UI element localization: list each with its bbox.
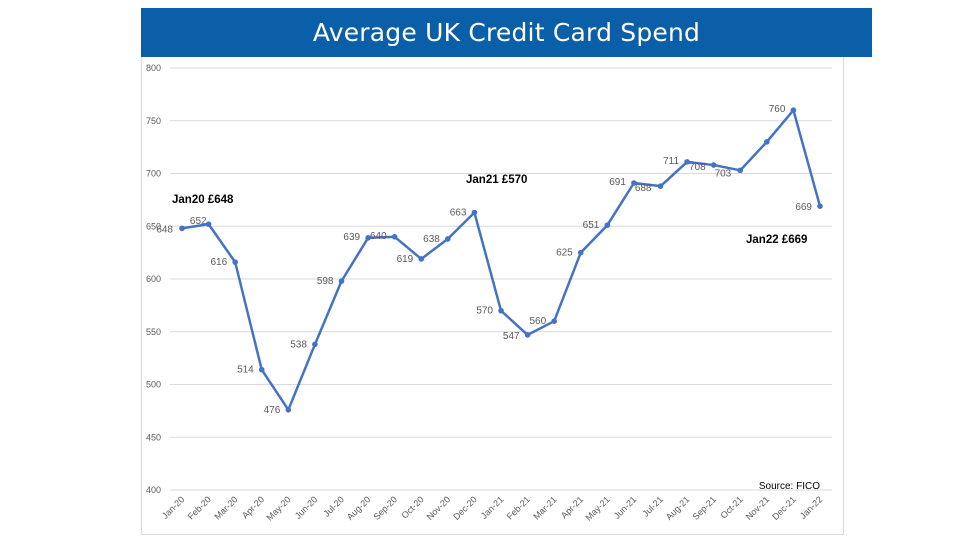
data-label: 639 [343, 232, 360, 243]
data-label: 691 [609, 177, 626, 188]
data-point [817, 203, 823, 210]
x-tick-label: Jul-20 [322, 494, 346, 518]
data-label: 598 [317, 276, 334, 287]
data-label: 570 [476, 306, 493, 317]
x-tick-label: Jan-20 [160, 494, 187, 521]
data-point [205, 221, 212, 227]
data-point [764, 139, 770, 145]
data-label: 652 [190, 216, 207, 227]
data-label: 663 [450, 208, 467, 219]
series-line [181, 108, 822, 412]
x-tick-label: Mar-20 [212, 494, 239, 521]
y-tick-label: 600 [146, 274, 161, 284]
x-tick-label: Jan-22 [798, 494, 825, 521]
data-point [551, 318, 557, 325]
data-point [737, 167, 744, 174]
chart-title: Average UK Credit Card Spend [141, 8, 872, 57]
x-tick-label: Mar-21 [531, 494, 558, 521]
annotation: Jan20 £648 [172, 194, 234, 206]
data-point [631, 180, 637, 186]
x-tick-label: May-20 [264, 494, 292, 522]
data-point [577, 249, 584, 256]
x-tick-label: Sep-20 [371, 494, 399, 522]
data-point [657, 183, 664, 189]
data-label: 625 [556, 248, 573, 259]
x-tick-label: Dec-20 [451, 494, 479, 522]
y-tick-label: 700 [146, 169, 161, 179]
data-point [604, 222, 611, 228]
x-tick-label: Sep-21 [690, 494, 718, 522]
data-point [285, 407, 292, 413]
x-tick-label: Jan-21 [479, 494, 506, 521]
data-label: 547 [503, 331, 520, 342]
x-tick-label: Jun-20 [293, 494, 320, 521]
y-tick-label: 800 [146, 63, 161, 73]
y-tick-label: 450 [146, 432, 161, 442]
data-label: 476 [264, 405, 281, 416]
annotation: Jan21 £570 [466, 174, 527, 186]
x-tick-label: Nov-21 [744, 494, 772, 522]
data-point [710, 162, 717, 168]
data-label: 760 [769, 104, 786, 115]
data-label: 669 [795, 202, 812, 213]
x-tick-label: Aug-21 [664, 494, 692, 522]
data-label: 638 [423, 234, 440, 245]
x-tick-label: Nov-20 [425, 494, 453, 522]
data-label: 514 [237, 365, 254, 376]
x-tick-label: Dec-21 [770, 494, 798, 522]
x-tick-label: Jun-21 [612, 494, 639, 521]
data-point [338, 278, 345, 284]
y-tick-label: 400 [146, 485, 161, 495]
chart-frame [141, 57, 844, 535]
data-point [471, 209, 478, 216]
source-note: Source: FICO [759, 481, 820, 492]
data-point [498, 307, 504, 314]
x-tick-label: Oct-21 [718, 494, 744, 520]
y-tick-label: 750 [146, 116, 161, 126]
data-label: 538 [290, 339, 307, 350]
x-tick-label: Oct-20 [399, 494, 425, 520]
data-label: 651 [583, 220, 600, 231]
data-label: 711 [663, 156, 679, 167]
data-point [524, 332, 531, 338]
x-tick-label: May-21 [583, 494, 611, 522]
data-label: 616 [210, 257, 227, 268]
x-tick-label: Apr-20 [240, 494, 266, 520]
data-label: 703 [715, 168, 732, 179]
data-point [312, 341, 318, 348]
data-label: 640 [370, 231, 387, 242]
data-point [391, 234, 398, 240]
y-tick-label: 650 [146, 221, 161, 231]
y-tick-label: 550 [146, 327, 161, 337]
x-tick-label: Feb-20 [186, 494, 213, 521]
data-point [232, 259, 238, 265]
x-tick-label: Feb-21 [505, 494, 532, 521]
x-tick-label: Jul-21 [641, 494, 665, 518]
data-label: 708 [689, 162, 706, 173]
data-point [418, 256, 425, 262]
y-tick-label: 500 [146, 380, 161, 390]
data-label: 560 [529, 316, 546, 327]
data-label: 619 [397, 254, 414, 265]
x-tick-label: Apr-21 [559, 494, 585, 520]
data-point [258, 366, 265, 373]
data-point [179, 225, 185, 232]
x-tick-label: Aug-20 [345, 494, 373, 522]
data-label: 648 [156, 224, 173, 235]
data-point [684, 159, 690, 165]
data-point [365, 235, 371, 241]
data-label: 688 [635, 183, 652, 194]
data-point [445, 236, 451, 242]
annotation: Jan22 £669 [746, 234, 807, 246]
data-point [790, 107, 797, 113]
